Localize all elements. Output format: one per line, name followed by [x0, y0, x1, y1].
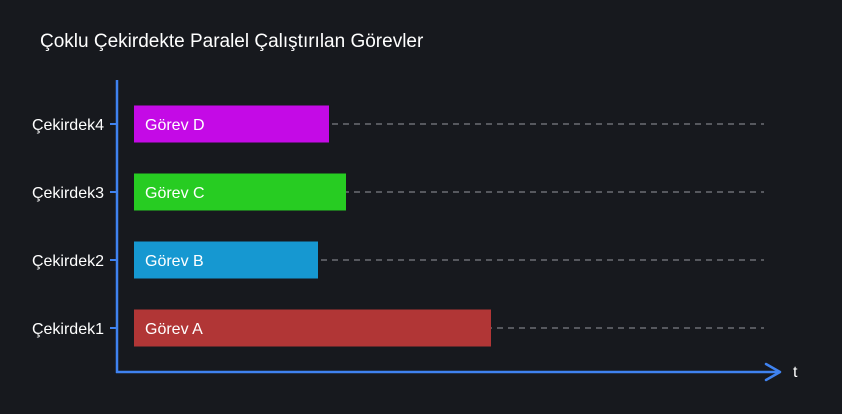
bar-label: Görev A — [145, 321, 203, 338]
bar — [134, 173, 346, 211]
category-label: Çekirdek3 — [32, 185, 104, 202]
grid-lines — [110, 123, 764, 329]
category-label: Çekirdek4 — [32, 117, 104, 134]
chart-title: Çoklu Çekirdekte Paralel Çalıştırılan Gö… — [40, 31, 424, 52]
category-labels: Çekirdek1 Çekirdek2 Çekirdek3 Çekirdek4 — [32, 117, 104, 338]
bar-label: Görev D — [145, 117, 205, 134]
x-axis-arrow-icon — [764, 362, 782, 382]
category-label: Çekirdek2 — [32, 253, 104, 270]
bar — [134, 309, 491, 347]
category-label: Çekirdek1 — [32, 321, 104, 338]
x-axis-label: t — [793, 364, 798, 381]
bar — [134, 105, 329, 143]
bars: Görev A Görev B Görev C Görev D — [134, 105, 491, 347]
bar-label: Görev C — [145, 185, 205, 202]
bar — [134, 241, 318, 279]
axes: t — [115, 80, 798, 382]
bar-label: Görev B — [145, 253, 204, 270]
